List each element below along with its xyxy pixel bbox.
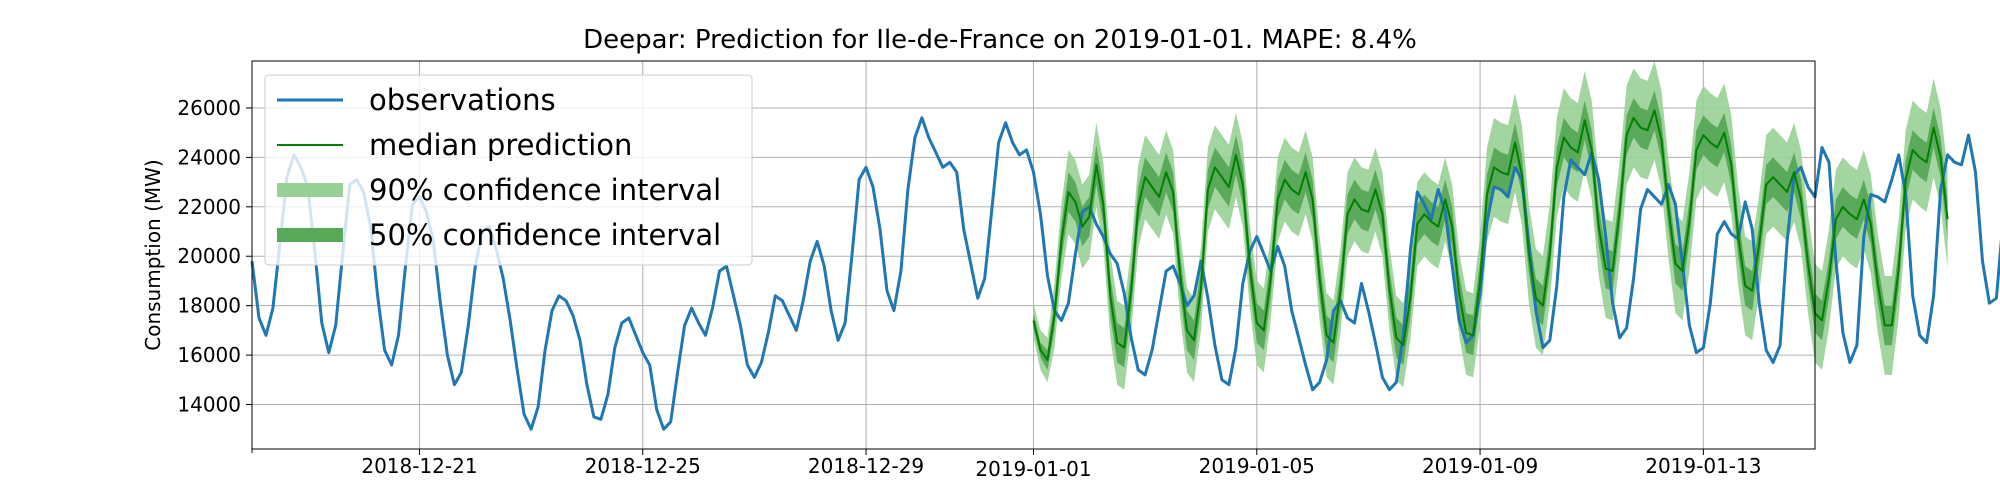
legend-label: median prediction: [369, 128, 632, 162]
x-tick-label: 2018-12-25: [585, 454, 701, 478]
x-tick-label: 2019-01-13: [1645, 454, 1761, 478]
y-tick-label: 16000: [177, 343, 241, 367]
x-tick-label: 2018-12-29: [808, 454, 924, 478]
observations-series: [250, 116, 2000, 431]
legend-swatch-band: [277, 183, 343, 197]
x-tick-label: 2018-12-21: [361, 454, 477, 478]
legend-label: observations: [369, 83, 556, 117]
median-line: [1032, 109, 1949, 361]
y-axis: 14000 16000 18000 20000 22000 24000 26000: [177, 96, 252, 417]
x-tick-label: 2019-01-09: [1422, 454, 1538, 478]
x-axis: 2018-12-21 2018-12-25 2018-12-29 2019-01-01…: [251, 449, 1761, 481]
chart-title: Deepar: Prediction for Ile-de-France on …: [583, 25, 1417, 55]
median-series: [1032, 109, 1949, 361]
x-tick-label: 2019-01-01: [975, 457, 1091, 481]
confidence-band-50: [1033, 90, 1948, 370]
y-tick-label: 20000: [177, 244, 241, 268]
y-tick-label: 14000: [177, 393, 241, 417]
band-50-area: [1033, 90, 1948, 370]
y-tick-label: 26000: [177, 96, 241, 120]
band-90-area: [1033, 61, 1948, 390]
legend: observations median prediction 90% confide…: [264, 74, 753, 266]
y-tick-label: 22000: [177, 195, 241, 219]
legend-swatch-band: [277, 228, 343, 242]
legend-label: 90% confidence interval: [369, 173, 721, 207]
y-tick-label: 18000: [177, 294, 241, 318]
confidence-band-90: [1033, 61, 1948, 390]
y-axis-label: Consumption (MW): [141, 159, 165, 350]
legend-label: 50% confidence interval: [369, 218, 721, 252]
x-tick-label: 2019-01-05: [1199, 454, 1315, 478]
observations-line: [250, 116, 2000, 431]
y-tick-label: 24000: [177, 145, 241, 169]
legend-box: [264, 74, 753, 266]
